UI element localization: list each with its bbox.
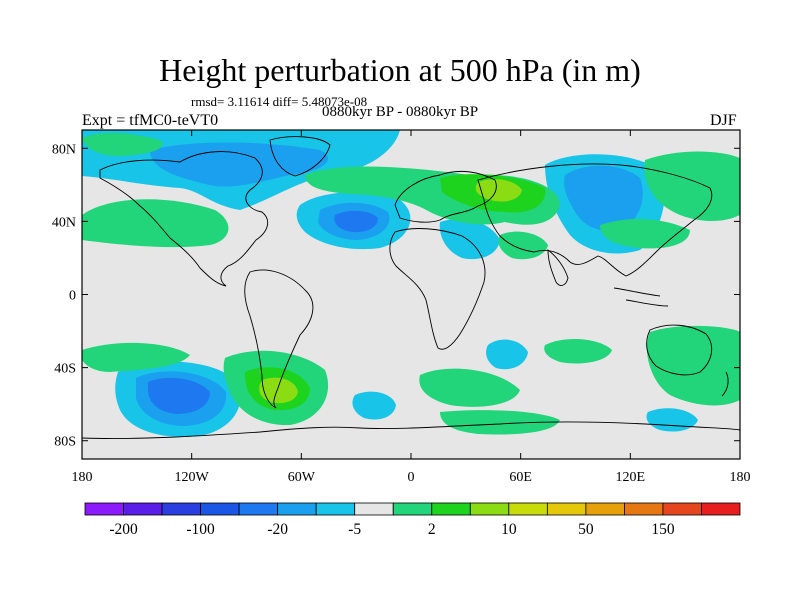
colorbar-labels: -200 -100 -20 -5 2 10 50 150	[109, 521, 674, 538]
colorbar-label: 2	[428, 521, 436, 538]
contour-pos-southpacific	[82, 342, 190, 372]
colorbar-swatch	[508, 502, 548, 516]
colorbar-label: -5	[348, 521, 361, 538]
lon-tick-label: 180	[72, 470, 93, 485]
lon-tick-label: 120W	[175, 470, 210, 485]
contour-pos-north-atlantic	[82, 132, 163, 156]
contour-neg-arctic-inner	[150, 142, 329, 187]
contour-pos-arctic-east	[644, 151, 740, 222]
contour-neg-indian	[486, 339, 528, 370]
colorbar-label: -200	[109, 521, 138, 538]
colorbar-swatch	[392, 502, 433, 516]
colorbar-swatch	[84, 502, 124, 516]
contour-neg-asia-inner	[564, 165, 643, 232]
contour-pos-southernocean	[440, 410, 560, 435]
contour-pos-southindian	[419, 368, 520, 407]
latitude-axis: 80N 40N 0 40S 80S	[52, 142, 740, 450]
experiment-label: Expt = tfMC0-teVT0	[82, 112, 219, 129]
contour-pos-austral	[646, 325, 740, 406]
contour-neg-southatlantic	[352, 391, 396, 420]
colorbar-swatch	[662, 502, 702, 516]
longitude-axis: 180 120W 60W 0 60E 120E 180	[72, 130, 751, 485]
colorbar-swatch	[431, 502, 471, 516]
colorbar-swatch	[624, 502, 664, 516]
contour-neg-mideast	[439, 219, 500, 260]
lat-tick-label: 40S	[54, 362, 76, 377]
lat-tick-label: 80N	[52, 142, 76, 157]
colorbar-swatch	[585, 502, 625, 516]
colorbar-swatch	[238, 502, 279, 516]
coastlines	[82, 136, 740, 439]
contour-neg-southindian	[646, 408, 698, 432]
contour-pos-northpacific	[82, 199, 229, 248]
lat-tick-label: 80S	[54, 435, 76, 450]
coast-africa	[389, 228, 486, 350]
colorbar-swatch	[546, 502, 587, 516]
stats-text: rmsd= 3.11614 diff= 5.48073e-08	[191, 94, 368, 109]
colorbar-label: -100	[186, 521, 215, 538]
contour-pos-southatlantic-core	[259, 377, 298, 404]
colorbar-label: 50	[578, 521, 594, 538]
coast-india	[547, 249, 569, 286]
colorbar-label: 10	[501, 521, 517, 538]
contour-pos-mideast	[498, 231, 548, 260]
coast-south-america	[244, 269, 314, 409]
contour-neg-atlantic-core	[334, 210, 378, 233]
colorbar-swatch	[701, 502, 741, 516]
coast-greenland	[269, 136, 331, 177]
colorbar-label: -20	[267, 521, 288, 538]
contour-fields	[82, 130, 740, 439]
lon-tick-label: 0	[408, 470, 415, 485]
colorbar-swatch	[161, 502, 201, 516]
coast-north-america	[99, 151, 269, 287]
colorbar-swatch	[354, 502, 394, 516]
coast-new-zealand	[721, 371, 729, 397]
contour-pos-europe-core	[475, 179, 522, 202]
colorbar-swatch	[315, 502, 356, 516]
coast-antarctica	[82, 421, 740, 439]
season-label: DJF	[710, 112, 737, 129]
colorbar-swatch	[123, 502, 163, 516]
colorbar-swatch	[200, 502, 240, 516]
plot-title: Height perturbation at 500 hPa (in m)	[159, 52, 641, 88]
lon-tick-label: 60W	[288, 470, 316, 485]
colorbar	[84, 502, 741, 516]
lon-tick-label: 180	[730, 470, 751, 485]
lon-tick-label: 60E	[509, 470, 532, 485]
lat-tick-label: 0	[69, 289, 76, 304]
contour-pos-indian-mid	[544, 338, 612, 364]
period-text: 0880kyr BP - 0880kyr BP	[322, 104, 479, 120]
lat-tick-label: 40N	[52, 215, 76, 230]
coast-australia	[646, 324, 713, 376]
colorbar-swatch	[277, 502, 317, 516]
coast-indonesia	[613, 287, 669, 307]
contour-neg-southpacific-core	[148, 377, 210, 414]
colorbar-label: 150	[651, 521, 675, 538]
lon-tick-label: 120E	[616, 470, 646, 485]
colorbar-swatch	[469, 502, 510, 516]
coast-asia	[477, 163, 713, 277]
coast-europe	[394, 170, 497, 223]
